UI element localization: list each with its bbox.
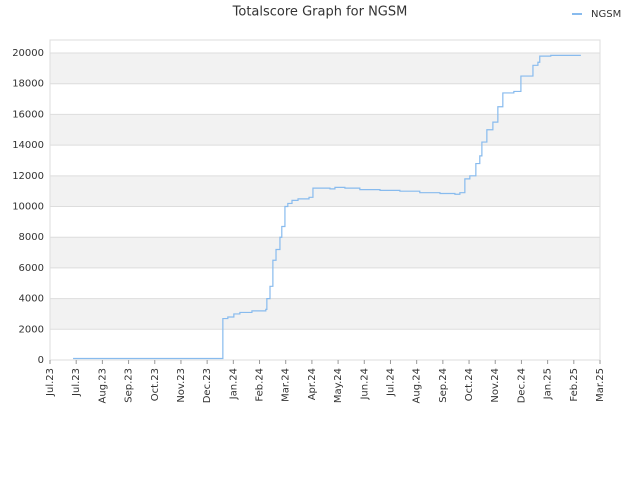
x-tick-label: Feb.24: [255, 368, 266, 402]
y-tick-label: 8000: [19, 232, 44, 243]
x-tick-label: Nov.23: [176, 368, 187, 403]
y-tick-label: 14000: [12, 140, 44, 151]
x-tick-label: Sep.24: [438, 368, 449, 403]
x-tick-label: Oct.24: [464, 368, 475, 401]
x-tick-label: Aug.23: [97, 368, 108, 403]
x-tick-label: Jul.23: [45, 368, 56, 397]
x-tick-label: Dec.23: [202, 368, 213, 403]
band: [50, 175, 600, 207]
x-tick-label: Mar.25: [595, 368, 606, 402]
line: [73, 54, 581, 360]
band: [50, 237, 600, 268]
band: [50, 53, 600, 84]
legend-label: NGSM: [591, 9, 621, 20]
y-tick-label: 0: [38, 355, 44, 366]
y-tick-label: 4000: [19, 294, 44, 305]
y-tick-label: 2000: [19, 324, 44, 335]
y-tick-label: 18000: [12, 79, 44, 90]
band: [50, 298, 600, 330]
x-tick-label: Jan.24: [228, 368, 239, 400]
y-tick-label: 12000: [12, 171, 44, 182]
x-tick-label: Nov.24: [490, 368, 501, 403]
x-tick-label: Apr.24: [307, 368, 318, 400]
x-tick-label: Mar.24: [281, 368, 292, 402]
x-tick-label: Jul.24: [385, 368, 396, 397]
y-tick-label: 10000: [12, 202, 44, 213]
x-tick-label: Oct.23: [150, 368, 161, 401]
x-tick-label: Feb.25: [569, 368, 580, 402]
y-tick-label: 20000: [12, 48, 44, 59]
x-tick-label: Jul.23: [71, 368, 82, 397]
x-tick-label: Dec.24: [516, 368, 527, 403]
x-tick-label: Jan.25: [543, 368, 554, 400]
y-tick-label: 6000: [19, 263, 44, 274]
x-tick-label: Aug.24: [412, 368, 423, 403]
plot-border: [49, 39, 601, 361]
band: [50, 114, 600, 146]
x-tick-label: May.24: [333, 368, 344, 403]
chart-title: Totalscore Graph for NGSM: [232, 5, 408, 20]
x-tick-label: Jun.24: [359, 368, 370, 401]
x-tick-label: Sep.23: [124, 368, 135, 403]
y-tick-label: 16000: [12, 109, 44, 120]
